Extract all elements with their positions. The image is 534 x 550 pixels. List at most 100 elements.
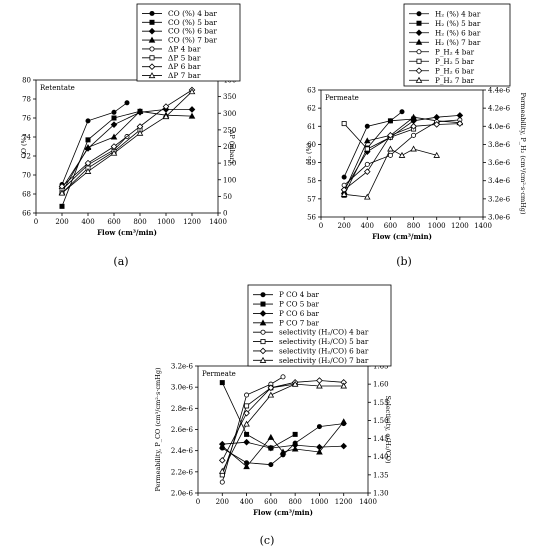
series-7 xyxy=(58,86,196,190)
legend-label: H₂ (%) 7 bar xyxy=(435,38,481,47)
y-tick-label: 61 xyxy=(307,123,316,131)
data-point xyxy=(398,151,406,158)
plot-annotation: Permeate xyxy=(325,94,359,102)
data-point xyxy=(111,115,117,121)
legend-marker xyxy=(416,58,422,64)
series-8 xyxy=(340,145,441,200)
legend-label: H₂ (%) 4 bar xyxy=(435,9,481,18)
y-tick-label: 57 xyxy=(307,195,316,203)
legend-item: CO (%) 6 bar xyxy=(142,27,217,36)
chart-panel-a: 0 200 400 600 800 1000 1200 1400666870727476788… xyxy=(20,3,241,268)
data-point xyxy=(387,152,393,158)
y2-tick-label: 3.4e-6 xyxy=(488,177,511,185)
legend-marker xyxy=(259,356,267,363)
legend-marker xyxy=(259,319,267,326)
legend-label: H₂ (%) 6 bar xyxy=(435,28,481,37)
y2-tick-label: 3.2e-6 xyxy=(488,195,511,203)
legend-marker xyxy=(416,11,422,17)
legend-item: selectivity (H₂/CO) 5 bar xyxy=(253,337,369,346)
legend-item: H₂ (%) 6 bar xyxy=(409,28,481,37)
data-point xyxy=(243,409,250,417)
data-point xyxy=(291,445,299,452)
data-point xyxy=(387,132,394,139)
series-line xyxy=(61,102,128,185)
x-tick-label: 1400 xyxy=(209,218,227,226)
data-point xyxy=(340,418,348,425)
series-line xyxy=(343,123,460,191)
plot-annotation: Retentate xyxy=(40,84,75,92)
legend-marker xyxy=(416,49,422,55)
legend-item: H₂ (%) 5 bar xyxy=(409,19,481,28)
data-point xyxy=(136,107,144,114)
chart-panel-b: 0 200 400 600 800 1000 1200 1400 56 57 58 59 60 61 62 6… xyxy=(305,3,527,268)
legend-label: ΔP 5 bar xyxy=(168,53,201,62)
y-tick-label: 62 xyxy=(307,105,316,113)
data-point xyxy=(316,448,323,455)
y2-tick-label: 100 xyxy=(223,176,236,184)
y2-tick-label: 250 xyxy=(223,126,236,134)
y-tick-label: 80 xyxy=(22,77,31,85)
data-point xyxy=(111,109,117,115)
legend-item: H₂ (%) 4 bar xyxy=(409,9,481,18)
data-point xyxy=(188,88,196,95)
legend-item: CO (%) 7 bar xyxy=(142,36,217,45)
legend-box xyxy=(247,284,392,367)
data-point xyxy=(85,118,91,124)
data-point xyxy=(456,120,464,127)
data-point xyxy=(292,431,298,437)
legend-item: P_H₂ 4 bar xyxy=(409,47,475,56)
data-point xyxy=(363,193,371,200)
legend-label: ΔP 4 bar xyxy=(168,44,201,53)
legend-marker xyxy=(149,19,155,25)
data-point xyxy=(219,380,225,386)
legend-item: selectivity (H₂/CO) 6 bar xyxy=(253,346,369,355)
y2-tick-label: 3.6e-6 xyxy=(488,159,511,167)
x-tick-label: 600 xyxy=(107,218,120,226)
data-point xyxy=(340,442,348,450)
y2-tick-label: 150 xyxy=(223,160,236,168)
data-point xyxy=(411,132,417,138)
data-point xyxy=(316,377,323,384)
legend-label: CO (%) 5 bar xyxy=(168,18,217,27)
series-line xyxy=(222,441,344,449)
y-tick-label: 59 xyxy=(307,159,316,167)
legend-item: P_H₂ 5 bar xyxy=(409,57,475,66)
legend-item: H₂ (%) 7 bar xyxy=(409,38,481,47)
data-point xyxy=(291,380,299,387)
data-point xyxy=(85,137,91,143)
y2-tick-label: 200 xyxy=(223,143,236,151)
legend-label: ΔP 6 bar xyxy=(168,62,201,71)
y2-axis-title: ΔP (mbar) xyxy=(228,130,236,164)
x-tick-label: 600 xyxy=(384,222,397,230)
y2-tick-label: 1.40 xyxy=(373,453,389,461)
series-line xyxy=(343,118,414,196)
data-point xyxy=(110,149,118,156)
data-point xyxy=(58,189,66,196)
y-tick-label: 63 xyxy=(307,87,316,95)
data-point xyxy=(218,442,226,449)
legend-label: P_H₂ 6 bar xyxy=(435,66,475,75)
data-point xyxy=(456,112,464,119)
series-line xyxy=(61,110,193,193)
y-tick-label: 68 xyxy=(22,191,31,199)
y2-tick-label: 1.30 xyxy=(373,490,389,498)
x-axis-title: Flow (cm³/min) xyxy=(372,232,432,241)
x-tick-label: 800 xyxy=(133,218,146,226)
y2-tick-label: 4.4e-6 xyxy=(488,87,511,95)
data-point xyxy=(162,103,170,110)
y-tick-label: 60 xyxy=(307,141,316,149)
y-axis-title: CO (%) xyxy=(20,134,28,158)
data-point xyxy=(363,168,371,175)
x-axis-title: Flow (cm³/min) xyxy=(253,508,313,517)
x-tick-label: 0 xyxy=(196,498,200,506)
legend-label: CO (%) 4 bar xyxy=(168,9,217,18)
series-8 xyxy=(58,88,196,196)
x-tick-label: 400 xyxy=(240,498,253,506)
data-point xyxy=(267,444,275,452)
data-point xyxy=(84,159,92,167)
series-2 xyxy=(219,380,298,451)
y2-tick-label: 1.55 xyxy=(373,399,389,407)
legend-marker xyxy=(415,29,423,37)
data-point xyxy=(110,143,118,150)
x-tick-label: 0 xyxy=(319,222,323,230)
